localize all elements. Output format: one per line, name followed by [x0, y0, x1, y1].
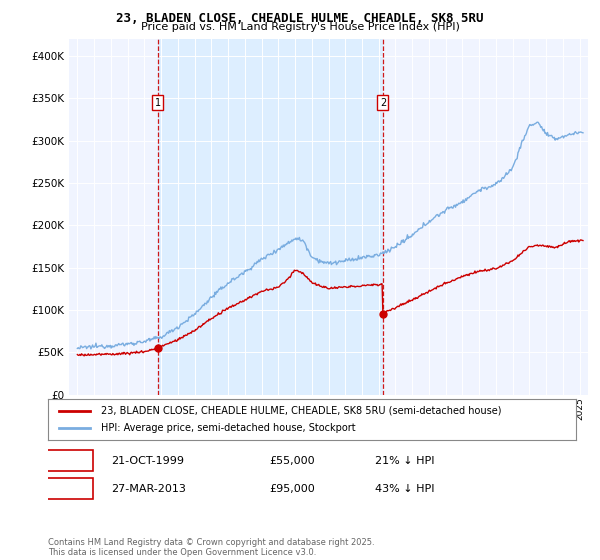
Text: £55,000: £55,000	[270, 456, 316, 465]
FancyBboxPatch shape	[37, 478, 93, 499]
Text: £95,000: £95,000	[270, 484, 316, 493]
Text: 2: 2	[62, 484, 69, 493]
Text: 21-OCT-1999: 21-OCT-1999	[112, 456, 184, 465]
Text: HPI: Average price, semi-detached house, Stockport: HPI: Average price, semi-detached house,…	[101, 423, 355, 433]
Text: 27-MAR-2013: 27-MAR-2013	[112, 484, 186, 493]
Text: Price paid vs. HM Land Registry's House Price Index (HPI): Price paid vs. HM Land Registry's House …	[140, 22, 460, 32]
Text: 1: 1	[62, 456, 69, 465]
Text: 21% ↓ HPI: 21% ↓ HPI	[376, 456, 435, 465]
Text: 2: 2	[380, 97, 386, 108]
Text: 23, BLADEN CLOSE, CHEADLE HULME, CHEADLE, SK8 5RU (semi-detached house): 23, BLADEN CLOSE, CHEADLE HULME, CHEADLE…	[101, 405, 502, 416]
FancyBboxPatch shape	[37, 450, 93, 471]
Text: 43% ↓ HPI: 43% ↓ HPI	[376, 484, 435, 493]
Bar	[158, 39, 383, 395]
Text: 23, BLADEN CLOSE, CHEADLE HULME, CHEADLE, SK8 5RU: 23, BLADEN CLOSE, CHEADLE HULME, CHEADLE…	[116, 12, 484, 25]
Text: Contains HM Land Registry data © Crown copyright and database right 2025.
This d: Contains HM Land Registry data © Crown c…	[48, 538, 374, 557]
Text: 1: 1	[155, 97, 161, 108]
